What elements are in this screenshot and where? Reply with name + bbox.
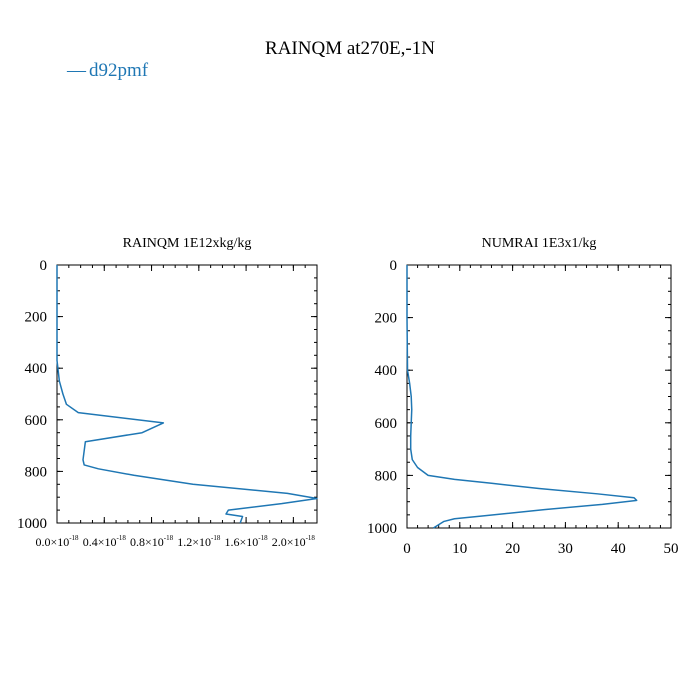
- panel-title: RAINQM 1E12xkg/kg: [123, 236, 252, 251]
- y-tick-label: 200: [375, 311, 398, 327]
- y-tick-label: 400: [25, 361, 48, 377]
- legend-marker: —: [66, 60, 87, 81]
- y-tick-label: 200: [25, 310, 48, 326]
- y-tick-label: 0: [390, 258, 398, 274]
- x-tick-label: 20: [505, 541, 520, 557]
- x-tick-label: 1.6×10-18: [225, 534, 269, 549]
- figure-title: RAINQM at270E,-1N: [265, 38, 435, 59]
- plot-frame: [56, 264, 318, 524]
- y-tick-label: 1000: [17, 516, 47, 532]
- x-tick-label: 30: [558, 541, 573, 557]
- panel-rainqm: RAINQM 1E12xkg/kg 0 200 400 600 800 1000 0.0×10…: [17, 236, 318, 549]
- x-tick-label: 40: [611, 541, 626, 557]
- y-tick-label: 600: [375, 416, 398, 432]
- panel-title: NUMRAI 1E3x1/kg: [482, 236, 597, 251]
- legend-label: d92pmf: [89, 60, 149, 81]
- x-tick-label: 0.0×10-18: [35, 534, 79, 549]
- x-tick-label: 2.0×10-18: [272, 534, 316, 549]
- y-tick-label: 400: [375, 363, 398, 379]
- x-tick-label: 0.4×10-18: [83, 534, 127, 549]
- y-tick-label: 0: [40, 258, 48, 274]
- series-line-rainqm: [56, 265, 318, 524]
- y-tick-label: 1000: [367, 521, 397, 537]
- y-tick-label: 800: [375, 468, 398, 484]
- series-line-numrai: [406, 265, 638, 529]
- legend: — d92pmf: [66, 60, 149, 81]
- x-tick-label: 0: [403, 541, 411, 557]
- y-tick-label: 800: [25, 464, 48, 480]
- x-tick-label: 50: [664, 541, 679, 557]
- x-tick-label: 10: [452, 541, 467, 557]
- panel-numrai: NUMRAI 1E3x1/kg 0 200 400 600 800 1000 0 10 20 30 4…: [367, 236, 679, 557]
- x-tick-label: 0.8×10-18: [130, 534, 174, 549]
- y-tick-label: 600: [25, 413, 48, 429]
- x-tick-label: 1.2×10-18: [177, 534, 221, 549]
